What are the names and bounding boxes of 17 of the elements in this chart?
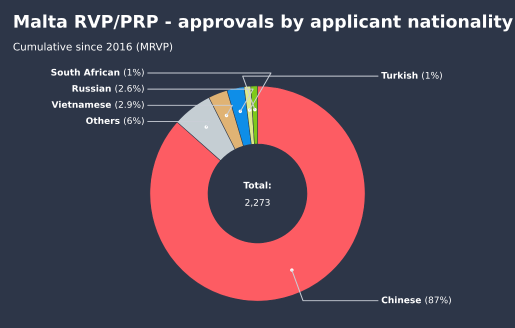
slice-label: Turkish	[381, 72, 418, 79]
data-label: (6%)	[124, 117, 144, 126]
data-label: (1%)	[422, 72, 442, 80]
chart-subtitle: Cumulative since 2016 (MRVP)	[13, 42, 172, 52]
slice-label: Chinese	[382, 296, 421, 304]
data-label: (2.9%)	[115, 100, 144, 109]
data-label: (87%)	[425, 296, 451, 304]
chart-title: Malta RVP/PRP - approvals by applicant nationality	[14, 14, 513, 32]
data-label: (1%)	[124, 68, 144, 77]
slice-label: Russian	[72, 84, 111, 92]
slice-label: South African	[51, 68, 120, 76]
donut-slice	[150, 86, 366, 302]
slice-label: Others	[86, 117, 120, 124]
data-label: (2.6%)	[115, 84, 144, 93]
text: 2,273	[245, 198, 270, 207]
text: Total:	[243, 182, 271, 189]
slice-label: Vietnamese	[52, 100, 111, 108]
